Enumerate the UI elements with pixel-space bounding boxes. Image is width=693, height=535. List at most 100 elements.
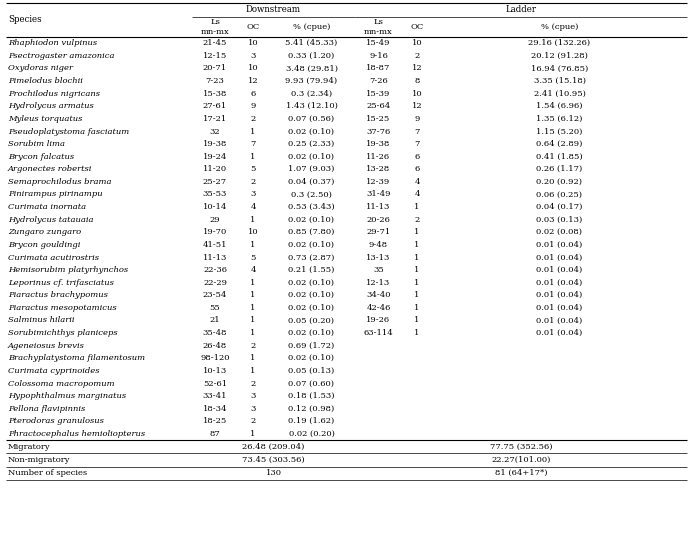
Text: 35: 35 [373,266,384,274]
Text: 0.26 (1.17): 0.26 (1.17) [536,165,583,173]
Text: 1: 1 [414,279,420,287]
Text: 1.35 (6.12): 1.35 (6.12) [536,115,583,123]
Text: 55: 55 [209,304,220,312]
Text: 10: 10 [412,39,422,47]
Text: 3: 3 [250,404,256,412]
Text: 0.3 (2.50): 0.3 (2.50) [291,190,332,198]
Text: 0.04 (0.37): 0.04 (0.37) [288,178,335,186]
Text: 22-29: 22-29 [203,279,227,287]
Text: 1: 1 [250,291,256,299]
Text: Pinirampus pirinampu: Pinirampus pirinampu [8,190,103,198]
Text: 20-26: 20-26 [367,216,390,224]
Text: 0.07 (0.56): 0.07 (0.56) [288,115,335,123]
Text: 18-34: 18-34 [203,404,227,412]
Text: 0.01 (0.04): 0.01 (0.04) [536,304,583,312]
Text: 0.12 (0.98): 0.12 (0.98) [288,404,335,412]
Text: 5.41 (45.33): 5.41 (45.33) [286,39,337,47]
Text: 1: 1 [414,203,420,211]
Text: 29-71: 29-71 [367,228,391,236]
Text: 29.16 (132.26): 29.16 (132.26) [529,39,590,47]
Text: Hypophthalmus marginatus: Hypophthalmus marginatus [8,392,126,400]
Text: OC: OC [410,23,423,31]
Text: Pimelodus blochii: Pimelodus blochii [8,77,83,85]
Text: 0.20 (0.92): 0.20 (0.92) [536,178,583,186]
Text: 1: 1 [250,216,256,224]
Text: 81 (64+17*): 81 (64+17*) [495,469,547,477]
Text: 98-120: 98-120 [200,354,230,362]
Text: 0.03 (0.13): 0.03 (0.13) [536,216,583,224]
Text: 7-26: 7-26 [369,77,388,85]
Text: 2: 2 [250,342,256,350]
Text: Migratory: Migratory [8,443,51,451]
Text: 1: 1 [414,329,420,337]
Text: 52-61: 52-61 [203,379,227,387]
Text: 4: 4 [414,190,420,198]
Text: 1.15 (5.20): 1.15 (5.20) [536,127,583,135]
Text: Semaprochilodus brama: Semaprochilodus brama [8,178,112,186]
Text: 1: 1 [250,241,256,249]
Text: 12-15: 12-15 [203,52,227,60]
Text: 15-38: 15-38 [203,90,227,98]
Text: 0.64 (2.89): 0.64 (2.89) [536,140,583,148]
Text: 3: 3 [250,392,256,400]
Text: 0.21 (1.55): 0.21 (1.55) [288,266,335,274]
Text: 11-20: 11-20 [203,165,227,173]
Text: 0.06 (0.25): 0.06 (0.25) [536,190,583,198]
Text: 1: 1 [414,304,420,312]
Text: Species: Species [8,16,42,25]
Text: 10-13: 10-13 [203,367,227,375]
Text: Downstream: Downstream [246,5,301,14]
Text: 12-39: 12-39 [367,178,391,186]
Text: 73.45 (303.56): 73.45 (303.56) [242,456,305,464]
Text: 0.02 (0.10): 0.02 (0.10) [288,152,335,160]
Text: 5: 5 [250,254,256,262]
Text: 0.02 (0.08): 0.02 (0.08) [536,228,583,236]
Text: Piaractus mesopotamicus: Piaractus mesopotamicus [8,304,116,312]
Text: Colossoma macropomum: Colossoma macropomum [8,379,114,387]
Text: 4: 4 [250,266,256,274]
Text: Salminus hilarii: Salminus hilarii [8,317,75,325]
Text: 1: 1 [414,254,420,262]
Text: 0.69 (1.72): 0.69 (1.72) [288,342,335,350]
Text: 29: 29 [210,216,220,224]
Text: 25-64: 25-64 [367,102,391,110]
Text: 4: 4 [250,203,256,211]
Text: Curimata cyprinoides: Curimata cyprinoides [8,367,100,375]
Text: 0.01 (0.04): 0.01 (0.04) [536,279,583,287]
Text: Phractocephalus hemioliopterus: Phractocephalus hemioliopterus [8,430,145,438]
Text: 2: 2 [250,115,256,123]
Text: Sorubimichthys planiceps: Sorubimichthys planiceps [8,329,118,337]
Text: 18-87: 18-87 [367,65,391,73]
Text: 10-14: 10-14 [203,203,227,211]
Text: Pterodoras granulosus: Pterodoras granulosus [8,417,104,425]
Text: 0.3 (2.34): 0.3 (2.34) [291,90,332,98]
Text: 0.04 (0.17): 0.04 (0.17) [536,203,583,211]
Text: 19-70: 19-70 [203,228,227,236]
Text: Ageneiosus brevis: Ageneiosus brevis [8,342,85,350]
Text: 9-48: 9-48 [369,241,388,249]
Text: 1: 1 [250,127,256,135]
Text: 31-49: 31-49 [366,190,391,198]
Text: 22.27(101.00): 22.27(101.00) [491,456,551,464]
Text: Prochilodus nigricans: Prochilodus nigricans [8,90,100,98]
Text: 0.02 (0.10): 0.02 (0.10) [288,279,335,287]
Text: 10: 10 [412,90,422,98]
Text: 0.25 (2.33): 0.25 (2.33) [288,140,335,148]
Text: 8: 8 [414,77,420,85]
Text: 18-25: 18-25 [203,417,227,425]
Text: 13-28: 13-28 [367,165,391,173]
Text: 7: 7 [414,127,420,135]
Text: 1: 1 [250,317,256,325]
Text: 0.41 (1.85): 0.41 (1.85) [536,152,583,160]
Text: 15-25: 15-25 [367,115,391,123]
Text: 35-53: 35-53 [203,190,227,198]
Text: 0.01 (0.04): 0.01 (0.04) [536,317,583,325]
Text: Hydrolycus tatauaia: Hydrolycus tatauaia [8,216,94,224]
Text: 17-21: 17-21 [203,115,227,123]
Text: 9.93 (79.94): 9.93 (79.94) [286,77,337,85]
Text: 9: 9 [250,102,256,110]
Text: 19-24: 19-24 [203,152,227,160]
Text: 11-26: 11-26 [367,152,391,160]
Text: 2: 2 [250,417,256,425]
Text: Psectrogaster amazonica: Psectrogaster amazonica [8,52,114,60]
